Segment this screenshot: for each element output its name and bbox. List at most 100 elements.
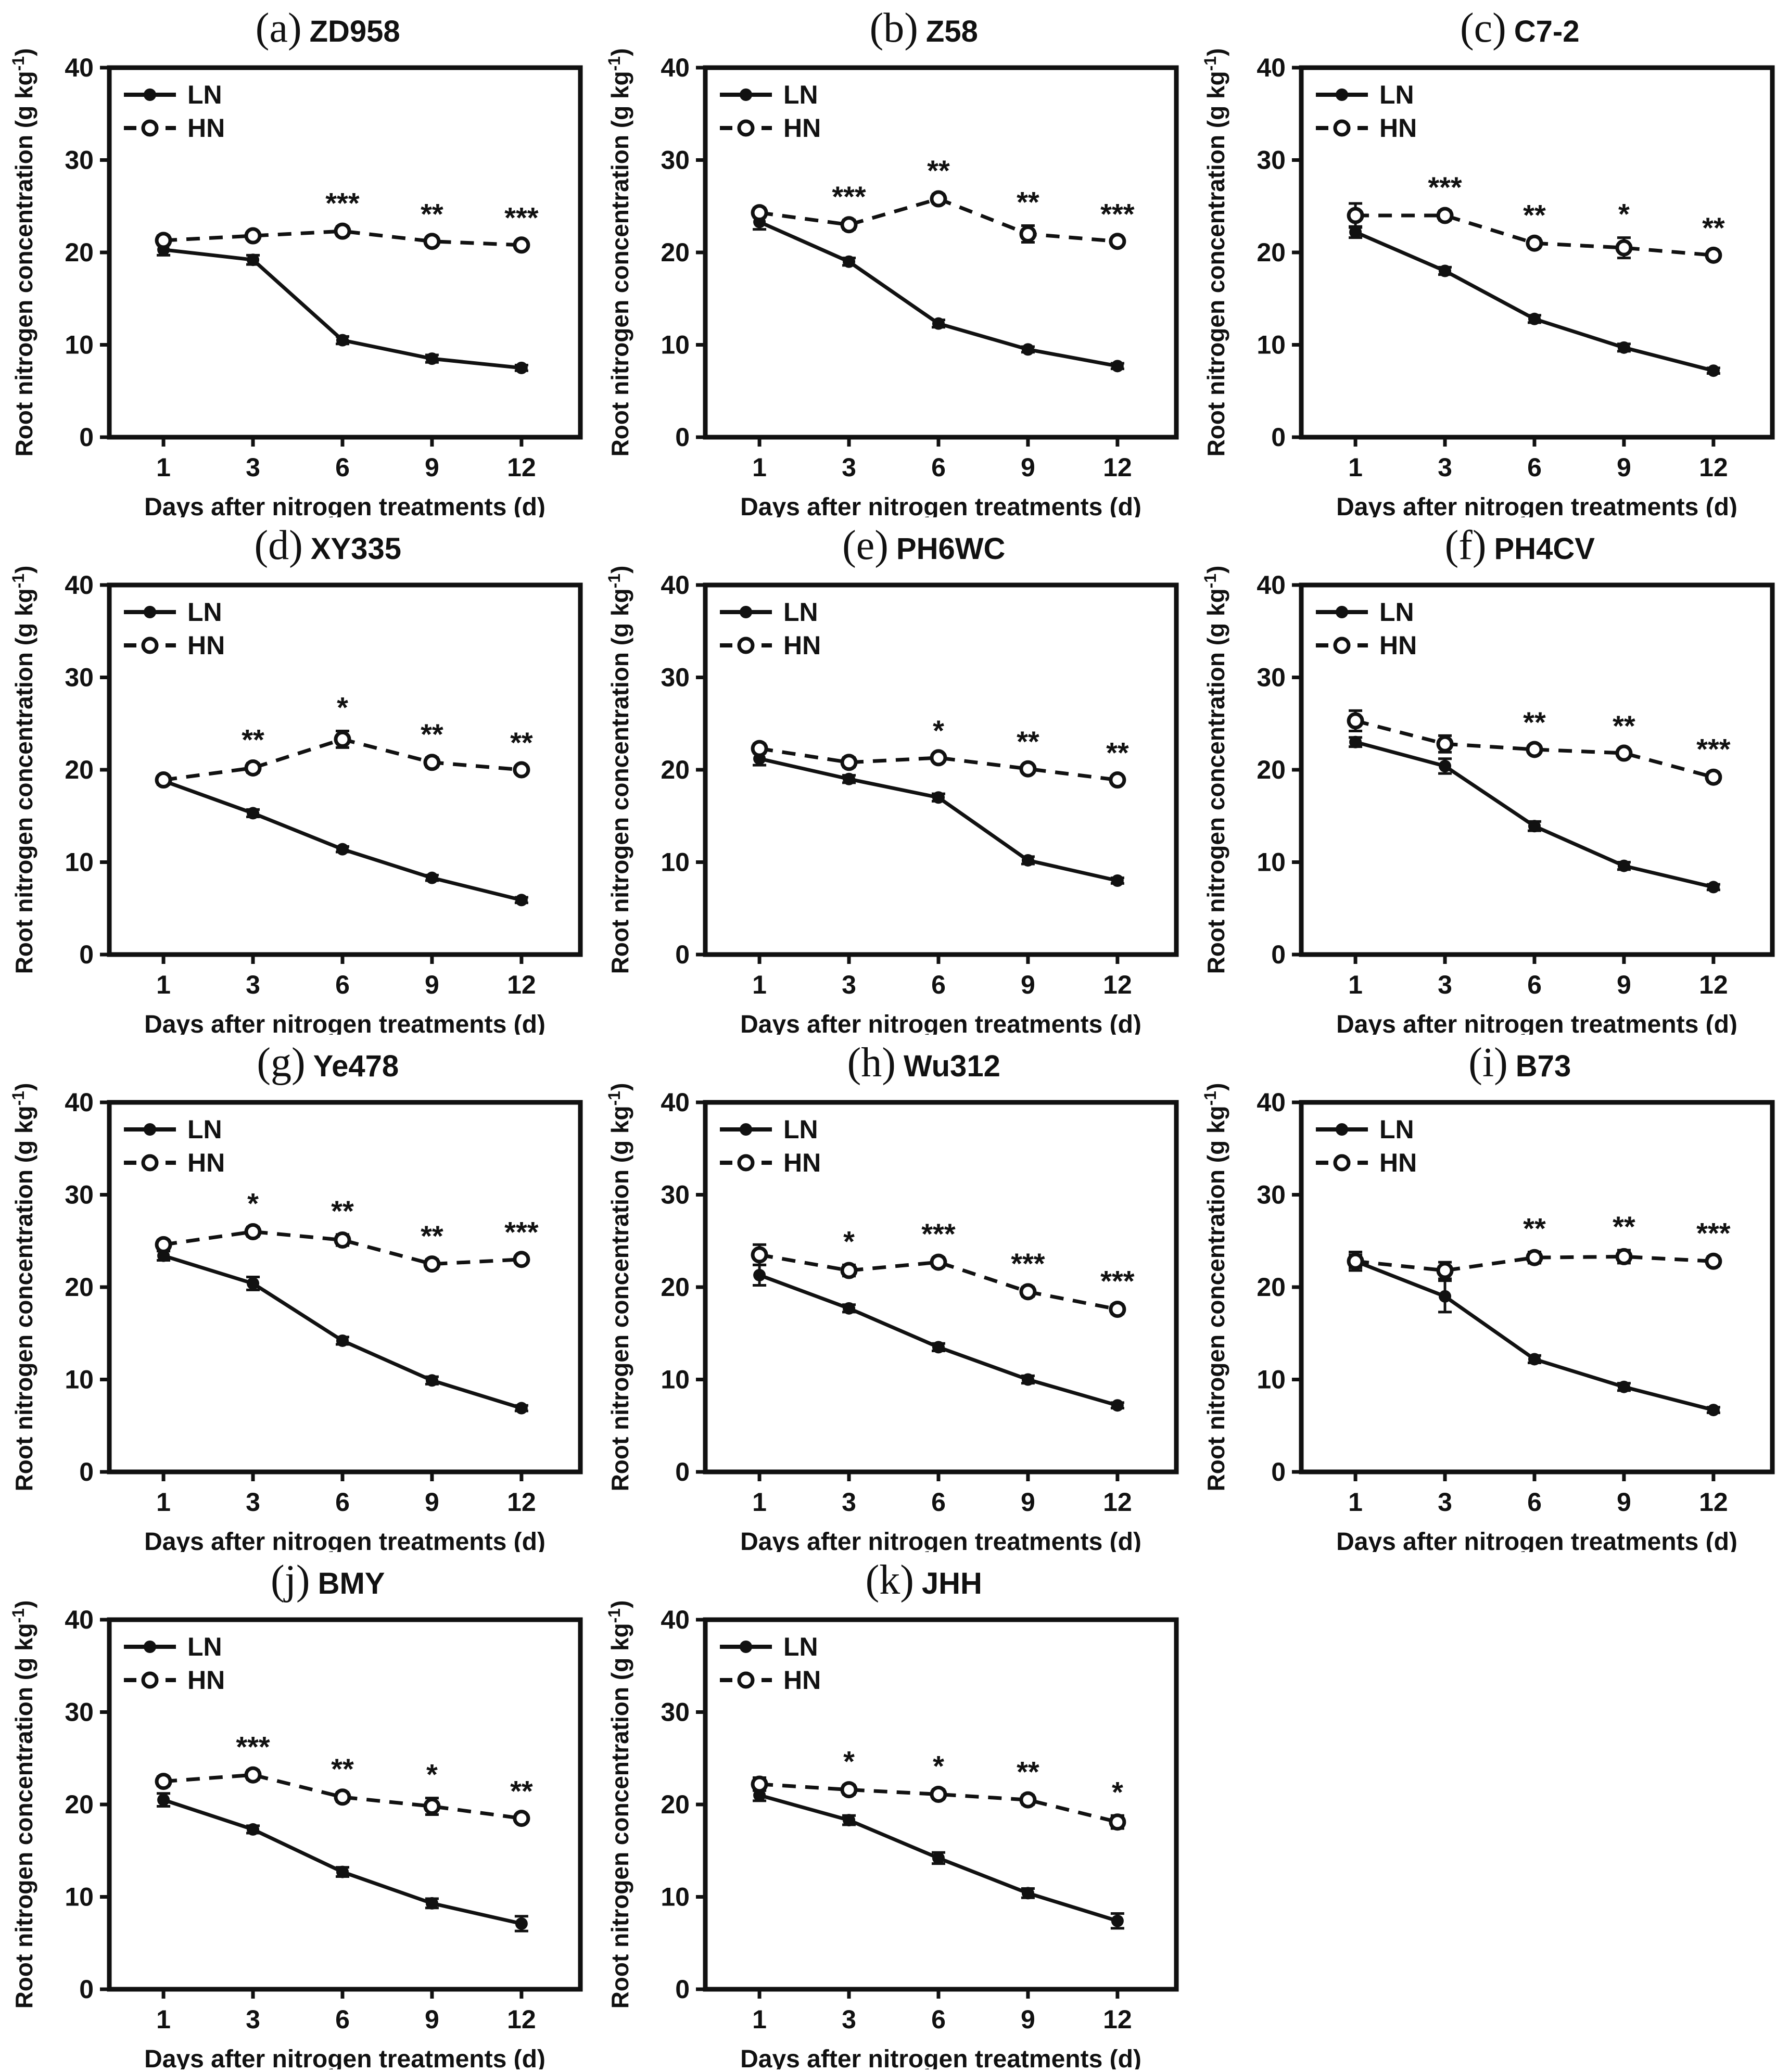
chart-panel-z58: (b) Z58 Root nitrogen concentration (g kg…: [596, 0, 1192, 521]
y-tick-label: 30: [661, 1180, 690, 1210]
y-tick-label: 30: [1257, 146, 1286, 175]
hn-marker: [930, 1253, 947, 1271]
significance-label: *: [933, 714, 944, 747]
x-tick-label: 3: [842, 1488, 856, 1517]
plot-border: [703, 65, 1179, 440]
plot-border: [1299, 582, 1775, 957]
panel-title: (c) C7-2: [1460, 5, 1580, 51]
legend-label-ln: LN: [783, 1632, 818, 1661]
legend-label-ln: LN: [783, 1115, 818, 1144]
y-tick-label: 20: [1257, 238, 1286, 267]
y-tick-label: 10: [65, 848, 94, 877]
x-tick-label: 3: [1438, 453, 1452, 482]
significance-label: ***: [325, 186, 360, 219]
x-axis: 1 3 6 9 12: [156, 1472, 536, 1517]
x-tick-label: 3: [842, 453, 856, 482]
x-tick-label: 1: [752, 453, 767, 482]
legend-label-hn: HN: [1379, 631, 1417, 660]
y-tick-label: 0: [79, 1457, 94, 1486]
y-tick-label: 0: [1271, 940, 1286, 969]
y-tick-label: 20: [1257, 1273, 1286, 1302]
legend-ln-marker: [1336, 1123, 1348, 1136]
y-axis-label: Root nitrogen concentration (g kg-1): [1201, 48, 1229, 457]
y-tick-label: 30: [661, 146, 690, 175]
y-axis: 0 10 20 30 40: [65, 1088, 109, 1486]
y-axis-label: Root nitrogen concentration (g kg-1): [1201, 566, 1229, 974]
hn-marker: [1526, 1249, 1543, 1266]
legend-label-ln: LN: [187, 80, 222, 109]
ln-marker: [932, 317, 945, 330]
legend-ln-marker: [144, 1641, 156, 1653]
y-tick-label: 40: [65, 570, 94, 600]
y-tick-label: 0: [1271, 423, 1286, 452]
legend-ln-marker: [1336, 606, 1348, 618]
hn-series: [1347, 709, 1722, 786]
significance-label: ***: [1428, 171, 1462, 204]
ln-marker: [515, 361, 528, 374]
y-tick-label: 0: [675, 1975, 690, 2004]
ln-marker: [1528, 1353, 1541, 1366]
y-tick-label: 30: [65, 1698, 94, 1727]
y-tick-label: 0: [1271, 1457, 1286, 1486]
hn-marker: [513, 1810, 530, 1827]
x-tick-label: 3: [246, 2005, 260, 2034]
significance-markers: *****: [843, 1745, 1123, 1809]
x-axis-label: Days after nitrogen treatments (d): [144, 2045, 545, 2069]
x-tick-label: 12: [507, 970, 536, 999]
ln-marker: [1021, 854, 1034, 867]
legend-ln-marker: [144, 88, 156, 101]
chart-panel-b73: (i) B73 Root nitrogen concentration (g kg…: [1192, 1035, 1788, 1556]
x-tick-label: 9: [1021, 970, 1035, 999]
y-axis: 0 10 20 30 40: [65, 570, 109, 969]
x-tick-label: 6: [931, 453, 946, 482]
hn-marker: [1436, 1262, 1454, 1279]
legend-hn-marker: [737, 637, 755, 654]
significance-label: **: [1523, 1212, 1546, 1245]
x-axis-label: Days after nitrogen treatments (d): [740, 1528, 1141, 1552]
chart-svg-ph4cv: (f) PH4CV Root nitrogen concentration (g …: [1201, 523, 1775, 1038]
hn-marker: [930, 1785, 947, 1803]
x-tick-label: 3: [1438, 970, 1452, 999]
hn-marker: [244, 759, 262, 777]
hn-marker: [334, 730, 351, 748]
y-axis: 0 10 20 30 40: [1257, 53, 1301, 452]
legend-label-hn: HN: [187, 631, 225, 660]
x-tick-label: 1: [1348, 453, 1363, 482]
hn-marker: [1347, 712, 1364, 730]
x-tick-label: 6: [931, 2005, 946, 2034]
chart-svg-c7-2: (c) C7-2 Root nitrogen concentration (g k…: [1201, 5, 1775, 521]
y-axis: 0 10 20 30 40: [661, 53, 705, 452]
x-tick-label: 6: [335, 453, 350, 482]
x-tick-label: 12: [1103, 2005, 1132, 2034]
significance-label: ***: [1696, 1216, 1731, 1249]
chart-panel-xy335: (d) XY335 Root nitrogen concentration (g …: [0, 517, 596, 1038]
ln-series: [1349, 735, 1720, 894]
hn-marker: [334, 1788, 351, 1806]
y-tick-label: 30: [65, 663, 94, 692]
ln-series: [753, 1263, 1124, 1412]
x-axis-label: Days after nitrogen treatments (d): [740, 2045, 1141, 2069]
ln-marker: [247, 1823, 260, 1836]
y-tick-label: 40: [1257, 53, 1286, 82]
hn-series: [155, 1766, 530, 1827]
x-tick-label: 6: [1527, 970, 1542, 999]
significance-markers: **********: [843, 1217, 1135, 1298]
significance-label: *: [1618, 198, 1630, 231]
x-tick-label: 1: [1348, 970, 1363, 999]
significance-markers: *******: [242, 691, 533, 758]
y-axis: 0 10 20 30 40: [65, 1605, 109, 2004]
ln-marker: [753, 1268, 766, 1281]
significance-markers: ********: [236, 1730, 533, 1807]
chart-svg-ye478: (g) Ye478 Root nitrogen concentration (g …: [9, 1040, 583, 1556]
y-tick-label: 0: [79, 1975, 94, 2004]
y-tick-label: 40: [65, 53, 94, 82]
ln-marker: [1439, 759, 1452, 772]
y-tick-label: 40: [1257, 570, 1286, 600]
x-tick-label: 12: [1103, 453, 1132, 482]
y-tick-label: 10: [661, 848, 690, 877]
x-tick-label: 6: [931, 1488, 946, 1517]
legend-label-ln: LN: [1379, 1115, 1414, 1144]
ln-marker: [932, 1851, 945, 1864]
hn-marker: [1109, 771, 1126, 789]
y-tick-label: 10: [661, 1365, 690, 1394]
